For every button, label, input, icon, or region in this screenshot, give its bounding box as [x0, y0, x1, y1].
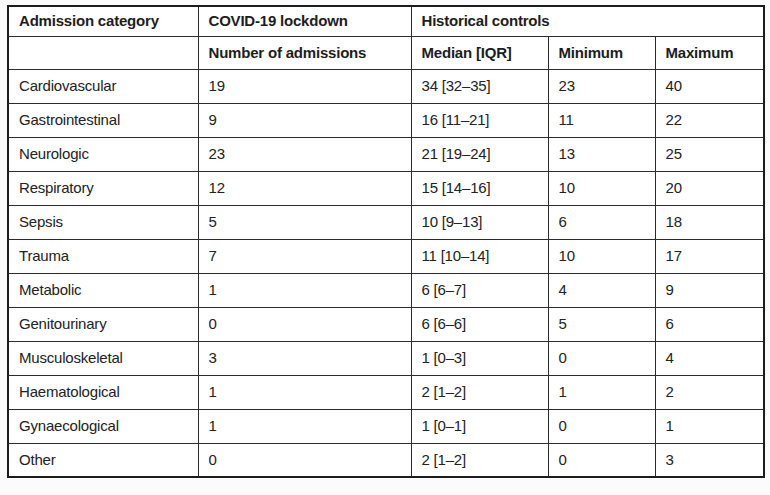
admissions-cell: 1 — [198, 375, 411, 409]
table-row: Neurologic2321 [19–24]1325 — [8, 137, 764, 171]
admissions-cell: 1 — [198, 273, 411, 307]
maximum-cell: 17 — [655, 239, 764, 273]
category-cell: Neurologic — [8, 137, 198, 171]
minimum-cell: 10 — [548, 171, 655, 205]
header-covid-lockdown: COVID-19 lockdown — [198, 6, 411, 36]
minimum-cell: 23 — [548, 69, 655, 103]
maximum-cell: 25 — [655, 137, 764, 171]
category-cell: Respiratory — [8, 171, 198, 205]
table-row: Haematological12 [1–2]12 — [8, 375, 764, 409]
category-cell: Metabolic — [8, 273, 198, 307]
page: Admission category COVID-19 lockdown His… — [0, 0, 770, 495]
median-iqr-cell: 16 [11–21] — [411, 103, 548, 137]
median-iqr-cell: 21 [19–24] — [411, 137, 548, 171]
category-cell: Cardiovascular — [8, 69, 198, 103]
minimum-cell: 0 — [548, 341, 655, 375]
admissions-cell: 9 — [198, 103, 411, 137]
category-cell: Trauma — [8, 239, 198, 273]
maximum-cell: 4 — [655, 341, 764, 375]
admissions-table: Admission category COVID-19 lockdown His… — [7, 5, 765, 478]
maximum-cell: 20 — [655, 171, 764, 205]
header-admission-category: Admission category — [8, 6, 198, 36]
category-cell: Gastrointestinal — [8, 103, 198, 137]
header-row-2: Number of admissions Median [IQR] Minimu… — [8, 36, 764, 69]
median-iqr-cell: 10 [9–13] — [411, 205, 548, 239]
minimum-cell: 4 — [548, 273, 655, 307]
category-cell: Gynaecological — [8, 409, 198, 443]
admissions-cell: 23 — [198, 137, 411, 171]
maximum-cell: 18 — [655, 205, 764, 239]
maximum-cell: 22 — [655, 103, 764, 137]
median-iqr-cell: 1 [0–3] — [411, 341, 548, 375]
table-row: Cardiovascular1934 [32–35]2340 — [8, 69, 764, 103]
header-row-1: Admission category COVID-19 lockdown His… — [8, 6, 764, 36]
admissions-cell: 12 — [198, 171, 411, 205]
median-iqr-cell: 6 [6–7] — [411, 273, 548, 307]
header-historical-controls: Historical controls — [411, 6, 764, 36]
admissions-cell: 7 — [198, 239, 411, 273]
table-row: Gynaecological11 [0–1]01 — [8, 409, 764, 443]
header-number-of-admissions: Number of admissions — [198, 36, 411, 69]
median-iqr-cell: 11 [10–14] — [411, 239, 548, 273]
minimum-cell: 6 — [548, 205, 655, 239]
median-iqr-cell: 15 [14–16] — [411, 171, 548, 205]
table-header: Admission category COVID-19 lockdown His… — [8, 6, 764, 69]
admissions-cell: 0 — [198, 307, 411, 341]
table-row: Other02 [1–2]03 — [8, 443, 764, 477]
median-iqr-cell: 2 [1–2] — [411, 443, 548, 477]
admissions-cell: 19 — [198, 69, 411, 103]
median-iqr-cell: 6 [6–6] — [411, 307, 548, 341]
admissions-cell: 0 — [198, 443, 411, 477]
table-row: Trauma711 [10–14]1017 — [8, 239, 764, 273]
table-row: Musculoskeletal31 [0–3]04 — [8, 341, 764, 375]
header-minimum: Minimum — [548, 36, 655, 69]
table-row: Genitourinary06 [6–6]56 — [8, 307, 764, 341]
minimum-cell: 5 — [548, 307, 655, 341]
maximum-cell: 3 — [655, 443, 764, 477]
maximum-cell: 9 — [655, 273, 764, 307]
maximum-cell: 1 — [655, 409, 764, 443]
table-row: Gastrointestinal916 [11–21]1122 — [8, 103, 764, 137]
median-iqr-cell: 2 [1–2] — [411, 375, 548, 409]
admissions-cell: 1 — [198, 409, 411, 443]
median-iqr-cell: 34 [32–35] — [411, 69, 548, 103]
table-body: Cardiovascular1934 [32–35]2340Gastrointe… — [8, 69, 764, 477]
minimum-cell: 0 — [548, 443, 655, 477]
admissions-cell: 5 — [198, 205, 411, 239]
category-cell: Sepsis — [8, 205, 198, 239]
table-row: Metabolic16 [6–7]49 — [8, 273, 764, 307]
header-empty-cell — [8, 36, 198, 69]
minimum-cell: 13 — [548, 137, 655, 171]
minimum-cell: 0 — [548, 409, 655, 443]
maximum-cell: 6 — [655, 307, 764, 341]
table-row: Respiratory1215 [14–16]1020 — [8, 171, 764, 205]
header-maximum: Maximum — [655, 36, 764, 69]
category-cell: Musculoskeletal — [8, 341, 198, 375]
minimum-cell: 10 — [548, 239, 655, 273]
admissions-cell: 3 — [198, 341, 411, 375]
maximum-cell: 40 — [655, 69, 764, 103]
header-median-iqr: Median [IQR] — [411, 36, 548, 69]
table-row: Sepsis510 [9–13]618 — [8, 205, 764, 239]
minimum-cell: 1 — [548, 375, 655, 409]
maximum-cell: 2 — [655, 375, 764, 409]
category-cell: Genitourinary — [8, 307, 198, 341]
minimum-cell: 11 — [548, 103, 655, 137]
category-cell: Haematological — [8, 375, 198, 409]
category-cell: Other — [8, 443, 198, 477]
median-iqr-cell: 1 [0–1] — [411, 409, 548, 443]
